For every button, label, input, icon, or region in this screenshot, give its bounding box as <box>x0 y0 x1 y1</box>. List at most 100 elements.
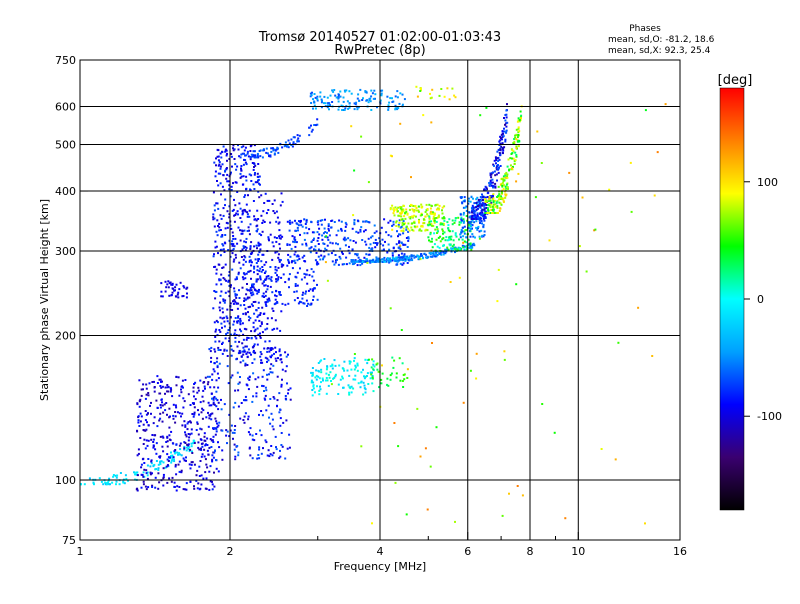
scatter-point <box>182 285 185 288</box>
scatter-point <box>273 212 276 215</box>
scatter-point <box>507 158 510 161</box>
scatter-point <box>363 230 365 233</box>
scatter-point <box>233 299 236 302</box>
scatter-point <box>147 486 150 489</box>
scatter-point <box>261 375 264 378</box>
scatter-point <box>463 225 466 228</box>
scatter-point <box>477 225 480 228</box>
scatter-point <box>329 94 332 97</box>
scatter-point <box>159 460 162 463</box>
scatter-point <box>337 393 340 395</box>
scatter-point <box>343 109 346 111</box>
scatter-point <box>514 159 517 162</box>
scatter-point <box>389 97 392 100</box>
scatter-point <box>482 225 485 228</box>
scatter-point <box>142 471 145 474</box>
scatter-point <box>391 252 394 255</box>
scatter-point <box>114 474 117 477</box>
scatter-point <box>256 273 259 276</box>
scatter-point <box>467 238 470 241</box>
scatter-point <box>239 207 242 210</box>
scatter-point <box>462 241 465 244</box>
scatter-point <box>213 348 216 351</box>
scatter-point <box>500 146 503 148</box>
scatter-point <box>500 195 502 198</box>
scatter-point <box>290 247 293 250</box>
scatter-point <box>258 446 261 449</box>
scatter-point <box>170 451 172 454</box>
scatter-point <box>232 144 235 147</box>
scatter-point <box>487 204 490 206</box>
scatter-point <box>379 260 382 263</box>
scatter-point <box>484 196 487 199</box>
scatter-point <box>123 482 126 485</box>
scatter-point <box>312 270 315 273</box>
scatter-point <box>317 248 320 251</box>
scatter-point <box>371 522 373 525</box>
scatter-point <box>370 236 372 239</box>
scatter-point <box>270 347 273 350</box>
scatter-point <box>342 109 345 111</box>
scatter-point <box>219 278 222 281</box>
scatter-point <box>268 350 271 353</box>
scatter-point <box>325 249 328 251</box>
scatter-point <box>506 121 509 124</box>
scatter-point <box>324 231 327 233</box>
scatter-point <box>357 106 360 109</box>
scatter-point <box>488 204 491 207</box>
scatter-point <box>534 196 537 199</box>
scatter-point <box>145 383 148 386</box>
scatter-point <box>322 242 325 245</box>
scatter-point <box>380 92 383 95</box>
scatter-point <box>371 382 374 385</box>
scatter-point <box>239 351 242 354</box>
scatter-point <box>323 227 326 230</box>
scatter-point <box>475 206 478 208</box>
scatter-point <box>223 403 226 406</box>
scatter-point <box>145 428 148 431</box>
scatter-point <box>360 135 363 138</box>
scatter-point <box>320 359 323 362</box>
scatter-point <box>168 434 171 437</box>
scatter-point <box>262 210 265 213</box>
scatter-point <box>242 272 245 275</box>
scatter-point <box>157 472 160 475</box>
scatter-point <box>217 159 220 162</box>
scatter-point <box>343 263 346 266</box>
scatter-point <box>473 214 475 217</box>
scatter-point <box>388 101 391 104</box>
scatter-point <box>157 463 160 466</box>
scatter-point <box>209 465 212 468</box>
scatter-point <box>161 295 164 298</box>
scatter-point <box>245 399 248 402</box>
scatter-point <box>464 206 467 209</box>
scatter-point <box>348 245 350 248</box>
scatter-point <box>256 152 259 155</box>
scatter-point <box>436 230 439 233</box>
scatter-point <box>327 384 330 387</box>
scatter-point <box>304 223 307 225</box>
scatter-point <box>330 226 333 229</box>
scatter-point <box>429 240 432 243</box>
scatter-point <box>386 251 389 254</box>
scatter-point <box>237 273 240 276</box>
scatter-point <box>122 481 125 484</box>
scatter-point <box>294 245 297 248</box>
scatter-point <box>399 248 402 251</box>
scatter-point <box>237 382 240 385</box>
scatter-point <box>237 213 239 216</box>
scatter-point <box>151 486 154 488</box>
scatter-point <box>356 253 359 256</box>
scatter-point <box>454 246 457 249</box>
scatter-point <box>370 373 373 376</box>
scatter-point <box>420 225 423 228</box>
scatter-point <box>311 275 314 278</box>
scatter-point <box>197 446 200 449</box>
scatter-point <box>502 149 505 152</box>
scatter-point <box>230 243 233 245</box>
scatter-point <box>517 131 520 134</box>
scatter-point <box>469 369 472 372</box>
scatter-point <box>241 213 244 216</box>
scatter-point <box>310 246 313 249</box>
scatter-point <box>462 246 465 249</box>
